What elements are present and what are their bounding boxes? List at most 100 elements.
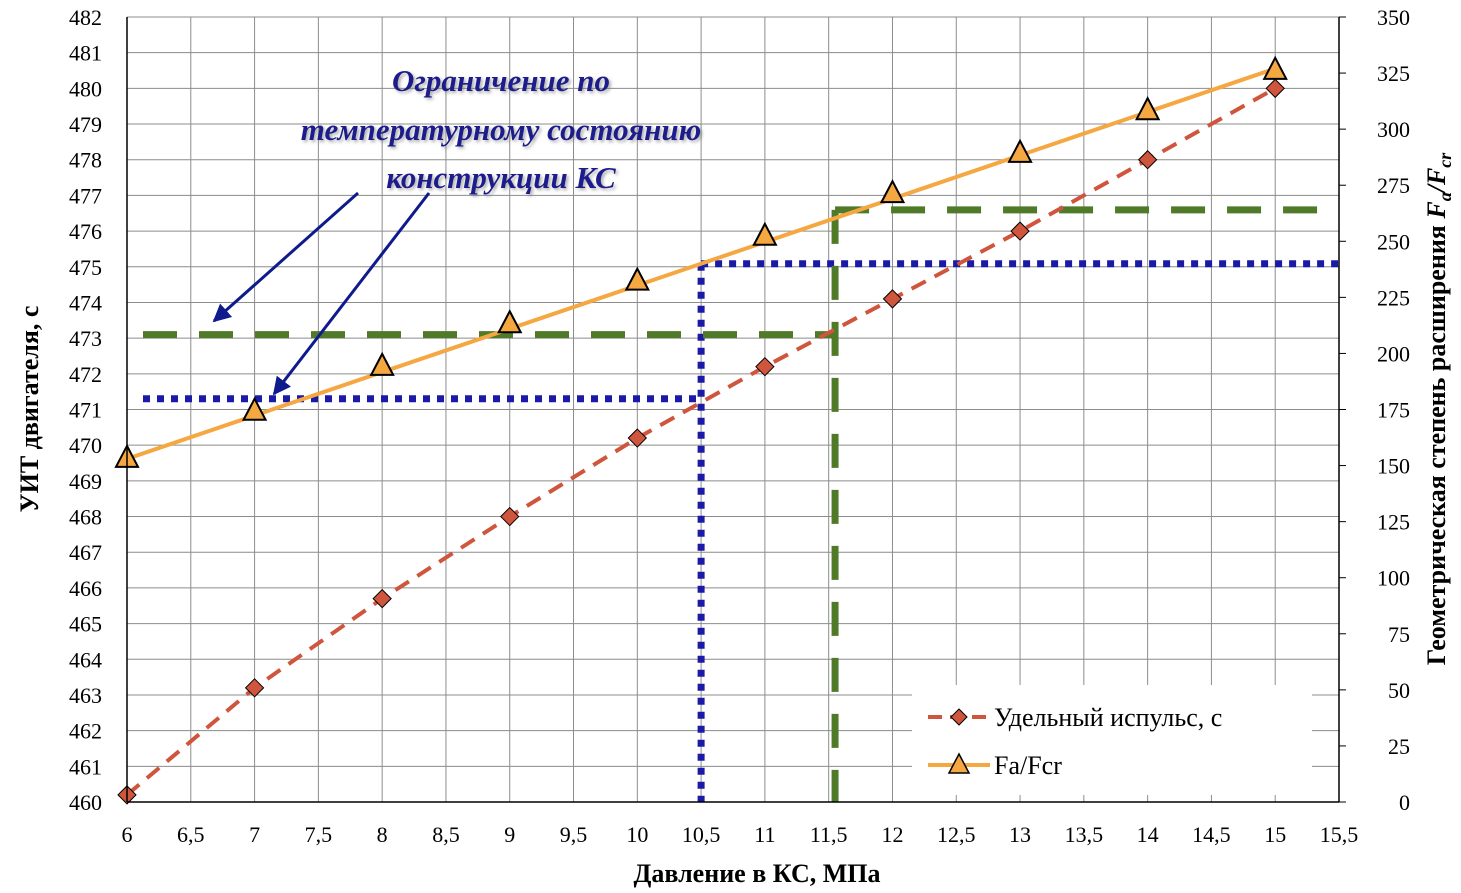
legend-fafcr-label: Fa/Fcr: [994, 751, 1062, 780]
y-tick-label: 479: [69, 112, 102, 137]
x-tick-label: 11: [754, 822, 775, 847]
impulse-point: [627, 428, 648, 448]
y2-tick-label: 200: [1377, 341, 1410, 366]
y-tick-label: 474: [69, 290, 102, 315]
y-tick-label: 469: [69, 469, 102, 494]
x-tick-label: 15: [1264, 822, 1286, 847]
y-tick-label: 480: [69, 76, 102, 101]
y2-formula-sub-cr: cr: [1435, 152, 1455, 168]
impulse-point: [882, 289, 903, 309]
impulse-point: [1137, 150, 1158, 170]
fafcr-point: [752, 221, 778, 246]
y2-tick-label: 150: [1377, 454, 1410, 479]
legend-box: [912, 685, 1312, 795]
x-tick-label: 13,5: [1065, 822, 1104, 847]
y-tick-label: 482: [69, 5, 102, 30]
fafcr-point: [624, 266, 650, 291]
y-tick-label: 477: [69, 183, 102, 208]
x-tick-label: 12,5: [937, 822, 976, 847]
y2-formula-slash: /: [1422, 182, 1451, 194]
annotation-line-3: конструкции КС: [386, 160, 616, 195]
annotation-arrow-2: [272, 192, 431, 396]
annotation-arrow-1: [212, 191, 359, 323]
fafcr-point: [241, 396, 268, 421]
impulse-point: [244, 678, 265, 698]
x-tick-label: 7: [249, 822, 260, 847]
y-tick-label: 478: [69, 148, 102, 173]
x-tick-label: 14,5: [1192, 822, 1231, 847]
y-tick-label: 464: [69, 647, 102, 672]
y-tick-label: 475: [69, 255, 102, 280]
annotation-line-1: Ограничение по: [392, 63, 610, 98]
y-tick-label: 468: [69, 505, 102, 530]
x-tick-label: 6: [122, 822, 133, 847]
y2-tick-label: 300: [1377, 117, 1410, 142]
y-tick-label: 460: [69, 790, 102, 815]
y2-tick-label: 100: [1377, 566, 1410, 591]
x-tick-label: 8,5: [432, 822, 460, 847]
y-tick-label: 465: [69, 612, 102, 637]
y2-axis-title: Геометрическая степень расширения Fa/Fcr: [1422, 152, 1455, 666]
y2-tick-label: 225: [1377, 285, 1410, 310]
y-tick-label: 466: [69, 576, 102, 601]
fafcr-point: [369, 351, 395, 376]
y2-formula-f1: F: [1422, 201, 1451, 219]
y-tick-label: 462: [69, 719, 102, 744]
fafcr-line: [126, 66, 1276, 461]
y-tick-label: 461: [69, 754, 102, 779]
legend-fafcr-marker: [947, 752, 971, 774]
legend: Удельный испульс, с Fa/Fcr: [912, 685, 1312, 795]
y-tick-label: 470: [69, 433, 102, 458]
x-tick-label: 9,5: [560, 822, 588, 847]
impulse-point: [1010, 221, 1030, 241]
y2-tick-label: 125: [1377, 510, 1410, 535]
y2-tick-label: 50: [1388, 678, 1410, 703]
impulse-line: [125, 86, 1277, 797]
y2-tick-label: 350: [1377, 5, 1410, 30]
y2-formula-sub-a: a: [1435, 192, 1455, 201]
y-tick-label: 481: [69, 41, 102, 66]
fafcr-point: [879, 179, 906, 204]
y2-tick-label: 25: [1388, 734, 1410, 759]
x-tick-label: 8: [377, 822, 388, 847]
fafcr-point: [1007, 138, 1033, 163]
y-tick-label: 472: [69, 362, 102, 387]
fafcr-point: [1134, 96, 1161, 121]
y-tick-label: 476: [69, 219, 102, 244]
x-tick-label: 15,5: [1320, 822, 1359, 847]
y-tick-label: 467: [69, 540, 102, 565]
tick-labels: 6 6,5 7 7,5 8 8,5 9 9,5 10 10,5 11 11,5 12 12,5 13 13,5…: [69, 5, 1410, 847]
axes: [126, 16, 1346, 803]
y2-tick-label: 75: [1388, 622, 1410, 647]
legend-item-fafcr: Fa/Fcr: [928, 751, 1062, 780]
y-axis-title: УИТ двигателя, с: [15, 306, 44, 513]
legend-impulse-label: Удельный испульс, с: [994, 703, 1222, 732]
fafcr-point: [1262, 55, 1288, 80]
y2-formula-f2: F: [1422, 168, 1451, 186]
legend-impulse-marker: [950, 708, 968, 726]
x-tick-label: 14: [1137, 822, 1159, 847]
legend-item-impulse: Удельный испульс, с: [928, 703, 1222, 732]
x-tick-label: 13: [1009, 822, 1031, 847]
annotation: Ограничение по температурному состоянию …: [301, 63, 702, 195]
impulse-point: [755, 356, 775, 377]
fafcr-point: [497, 309, 523, 334]
y-tick-label: 463: [69, 683, 102, 708]
x-tick-label: 6,5: [177, 822, 205, 847]
annotation-line-2: температурному состоянию: [301, 112, 702, 147]
y2-tick-label: 275: [1377, 173, 1410, 198]
x-tick-label: 9: [504, 822, 515, 847]
y2-tick-label: 0: [1399, 790, 1410, 815]
impulse-point: [1265, 78, 1285, 99]
x-tick-label: 7,5: [305, 822, 333, 847]
impulse-point: [372, 588, 392, 609]
y2-axis-title-main: Геометрическая степень расширения: [1422, 219, 1451, 666]
impulse-point: [500, 506, 520, 527]
x-tick-label: 10: [626, 822, 648, 847]
series-layer: [114, 55, 1288, 805]
x-axis-title: Давление в КС, МПа: [634, 859, 881, 888]
y-tick-label: 473: [69, 326, 102, 351]
y-tick-label: 471: [69, 398, 102, 423]
y2-tick-label: 250: [1377, 229, 1410, 254]
